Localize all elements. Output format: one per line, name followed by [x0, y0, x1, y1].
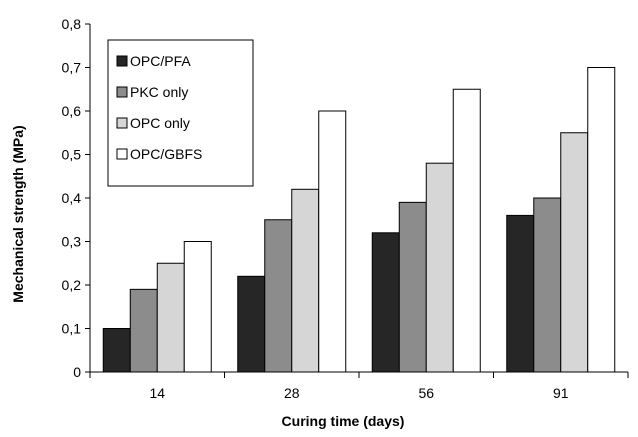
bar-opc-only-91 — [560, 132, 589, 373]
legend-label: PKC only — [130, 84, 188, 100]
x-axis-title: Curing time (days) — [282, 413, 405, 429]
legend-label: OPC/PFA — [130, 53, 191, 69]
legend-swatch — [116, 86, 128, 98]
y-axis-ticks: 0 0,1 0,2 0,3 0,4 0,5 0,6 0,7 0,8 — [62, 16, 90, 380]
legend-label: OPC/GBFS — [130, 146, 202, 162]
legend-swatch — [116, 55, 128, 67]
y-tick-label: 0,1 — [62, 321, 82, 337]
bar-opc-only-56 — [425, 162, 454, 373]
y-tick-label: 0,3 — [62, 234, 82, 250]
bar-opc-gbfs-91 — [587, 67, 616, 373]
y-tick-label: 0,6 — [62, 103, 82, 119]
legend-swatch — [116, 117, 128, 129]
bar-opc-only-14 — [156, 262, 185, 373]
legend-frame — [107, 39, 254, 187]
y-tick-label: 0 — [73, 364, 81, 380]
bar-opc-gbfs-56 — [452, 88, 481, 373]
x-tick-label: 14 — [149, 385, 165, 401]
x-tick-label: 91 — [553, 385, 569, 401]
bar-opc-pfa-91 — [506, 214, 535, 373]
x-tick-label: 28 — [284, 385, 300, 401]
y-tick-label: 0,4 — [62, 190, 82, 206]
y-tick-label: 0,7 — [62, 60, 82, 76]
y-axis-title: Mechanical strength (MPa) — [10, 125, 26, 302]
axes — [89, 24, 628, 373]
bars — [102, 67, 616, 373]
legend-swatch — [116, 148, 128, 160]
bar-pkc-only-56 — [398, 201, 427, 373]
bar-opc-pfa-28 — [237, 275, 266, 373]
bar-pkc-only-91 — [533, 197, 562, 373]
legend: OPC/PFA PKC only OPC only OPC/GBFS — [107, 39, 254, 187]
bar-opc-gbfs-28 — [318, 110, 347, 373]
y-tick-label: 0,8 — [62, 16, 82, 32]
bar-opc-pfa-56 — [371, 232, 400, 373]
x-axis-ticks: 14 28 56 91 — [89, 372, 629, 401]
bar-pkc-only-14 — [129, 288, 158, 373]
bar-opc-gbfs-14 — [183, 241, 212, 373]
y-tick-label: 0,2 — [62, 277, 82, 293]
bar-pkc-only-28 — [264, 219, 293, 373]
y-tick-label: 0,5 — [62, 147, 82, 163]
x-tick-label: 56 — [418, 385, 434, 401]
legend-label: OPC only — [130, 115, 190, 131]
bar-opc-pfa-14 — [102, 328, 131, 373]
bar-opc-only-28 — [291, 188, 320, 373]
